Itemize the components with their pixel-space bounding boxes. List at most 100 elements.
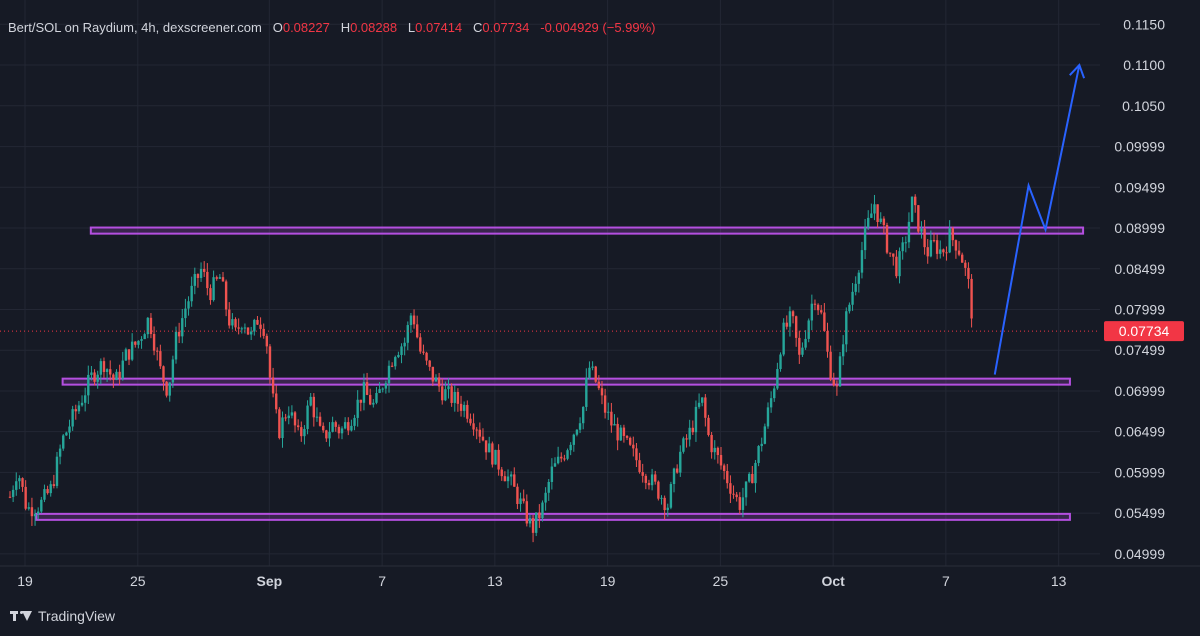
candle-body (24, 486, 27, 509)
candle-body (619, 427, 622, 441)
candle-body (74, 409, 77, 412)
candle-body (453, 391, 456, 403)
candle-body (697, 402, 701, 407)
candle-body (187, 301, 190, 309)
candle-body (766, 407, 770, 427)
candle-body (281, 417, 284, 439)
candle-body (726, 471, 729, 484)
candle-body (581, 406, 585, 424)
candle-body (77, 405, 81, 412)
candle-body (62, 435, 65, 449)
candle-body (509, 474, 513, 477)
candle-body (450, 386, 453, 403)
candle-body (851, 291, 854, 305)
candle-body (939, 249, 942, 254)
candle-body (36, 511, 40, 514)
candle-body (71, 409, 74, 427)
candle-body (541, 502, 544, 519)
candle-body (115, 371, 118, 380)
candle-body (234, 319, 237, 328)
candle-body (406, 325, 409, 343)
candle-body (635, 448, 638, 461)
candle-body (810, 303, 814, 321)
candle-body (694, 406, 698, 433)
candle-body (647, 482, 651, 486)
candle-body (873, 204, 876, 214)
tradingview-logo-icon (10, 609, 32, 623)
candle-body (55, 456, 59, 486)
candle-body (704, 397, 707, 418)
candle-body (522, 498, 525, 502)
open-label: O (272, 20, 283, 35)
candle-body (788, 311, 792, 327)
symbol-label: Bert/SOL on Raydium, 4h, dexscreener.com (8, 20, 262, 35)
candle-body (751, 473, 754, 484)
candle-body (782, 322, 785, 355)
x-tick-label: 25 (713, 573, 729, 589)
candle-body (879, 218, 882, 222)
candle-body (309, 396, 312, 406)
candle-body (206, 271, 209, 289)
candle-body (8, 496, 12, 498)
candle-body (945, 252, 948, 254)
candle-body (369, 394, 372, 405)
zone-mid-support (61, 377, 1071, 386)
candle-body (334, 422, 337, 427)
candle-body (547, 481, 550, 493)
candle-body (572, 434, 575, 445)
tradingview-brand[interactable]: TradingView (10, 608, 115, 624)
candle-body (466, 404, 469, 419)
candle-body (177, 331, 181, 337)
candle-body (832, 379, 835, 386)
candle-body (588, 367, 591, 378)
candle-body (431, 366, 435, 382)
candle-body (284, 417, 287, 419)
candle-body (556, 456, 560, 464)
projection-arrowhead (1069, 63, 1086, 79)
candle-body (679, 451, 682, 473)
candle-body (710, 434, 713, 453)
candle-body (434, 377, 438, 382)
candle-body (914, 196, 917, 206)
candle-body (513, 474, 516, 487)
candle-body (804, 338, 807, 348)
candle-body (563, 458, 566, 460)
candle-body (265, 335, 269, 347)
candle-body (40, 499, 43, 512)
candle-body (156, 350, 159, 352)
y-tick-label: 0.04999 (1114, 546, 1165, 562)
candle-body (892, 253, 895, 257)
candle-body (199, 268, 203, 278)
candle-body (27, 507, 30, 509)
candle-body (666, 507, 669, 511)
candle-body (553, 463, 557, 467)
candle-body (663, 497, 666, 511)
candle-body (422, 351, 425, 353)
candle-body (412, 315, 416, 325)
candle-body (221, 277, 225, 282)
candle-body (901, 242, 904, 252)
candle-body (638, 460, 641, 473)
candle-body (469, 418, 472, 424)
candle-body (315, 416, 319, 418)
candle-body (174, 331, 178, 360)
candle-body (196, 274, 200, 278)
candle-body (675, 468, 679, 473)
candle-body (904, 242, 908, 244)
candle-body (118, 371, 121, 379)
candle-body (494, 449, 497, 465)
candle-body (531, 518, 535, 533)
candle-body (860, 250, 864, 273)
candle-body (607, 411, 610, 413)
y-tick-label: 0.1050 (1122, 98, 1165, 114)
candle-body (52, 484, 56, 486)
candle-body (926, 247, 929, 257)
candle-body (83, 395, 87, 403)
candle-body (497, 449, 500, 470)
candle-body (237, 327, 240, 329)
low-value: 0.07414 (415, 20, 463, 35)
candle-body (769, 398, 773, 408)
high-label: H (340, 20, 351, 35)
candle-body (322, 425, 325, 431)
candle-body (256, 319, 259, 325)
